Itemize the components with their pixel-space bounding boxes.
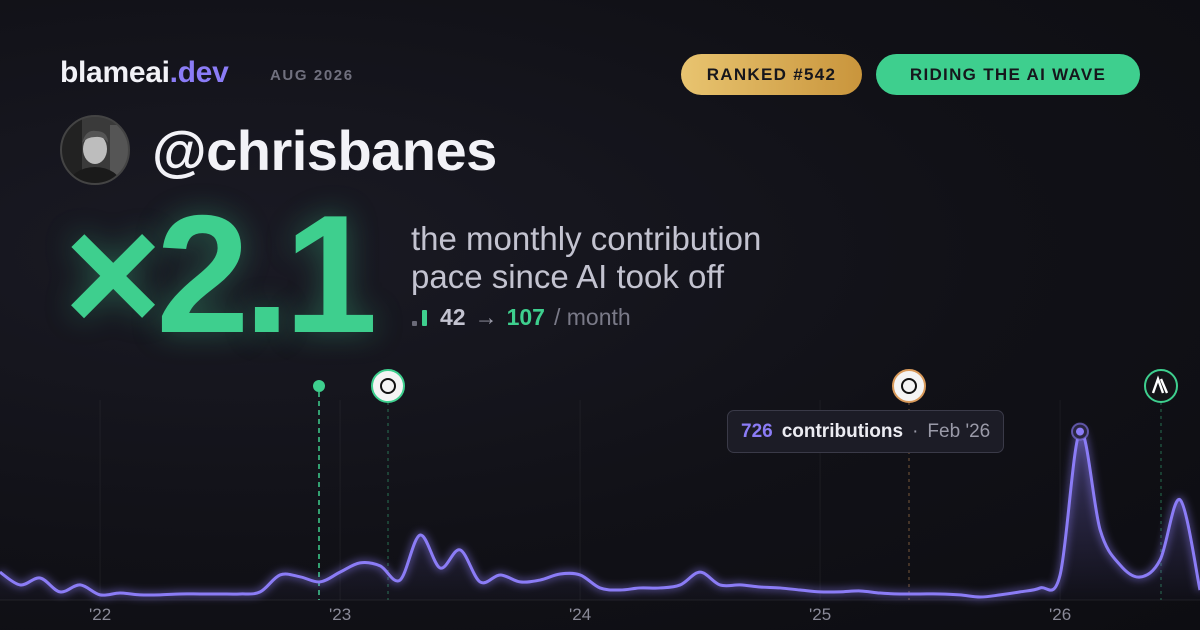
anthropic-glyph	[1151, 375, 1169, 394]
tooltip-separator: ·	[912, 420, 919, 442]
pace-unit: / month	[553, 304, 631, 330]
caption-line: the monthly contribution	[411, 220, 762, 257]
rank-badge: RANKED #542	[681, 54, 862, 95]
brand-name: blameai	[60, 56, 170, 89]
x-tick-label: '22	[89, 605, 111, 624]
pace-icon	[412, 309, 427, 326]
line	[0, 430, 1200, 599]
event-markers	[313, 369, 1178, 600]
tooltip-unit: contributions	[781, 420, 904, 442]
event-dot	[313, 380, 325, 392]
caption-line: pace since AI took off	[411, 258, 725, 295]
line-glow	[0, 428, 1200, 600]
brand: blameai.dev	[60, 56, 229, 90]
brand-tld: .dev	[169, 56, 229, 89]
handle: @chrisbanes	[152, 119, 497, 182]
area	[0, 431, 1200, 600]
tooltip-date: Feb '26	[927, 420, 991, 442]
period: AUG 2026	[270, 67, 354, 84]
pace-before: 42	[440, 304, 466, 330]
openai-glyph	[901, 378, 917, 394]
openai-icon	[892, 369, 926, 403]
plot	[0, 422, 1200, 600]
avatar	[60, 115, 130, 185]
tooltip-value: 726	[741, 420, 773, 442]
x-tick-label: '23	[329, 605, 351, 624]
openai-glyph	[380, 378, 396, 394]
pace: 42 → 107 / month	[411, 304, 631, 331]
x-tick-label: '26	[1049, 605, 1071, 624]
highlight-point	[1076, 427, 1084, 436]
openai-icon	[371, 369, 405, 403]
x-tick-label: '25	[809, 605, 831, 624]
pace-arrow: →	[474, 304, 498, 330]
pace-after: 107	[506, 304, 545, 330]
status-badge: RIDING THE AI WAVE	[876, 54, 1140, 95]
x-tick-label: '24	[569, 605, 591, 624]
tooltip: 726 contributions · Feb '26	[727, 410, 1005, 453]
multiplier: ×2.1	[64, 180, 378, 368]
